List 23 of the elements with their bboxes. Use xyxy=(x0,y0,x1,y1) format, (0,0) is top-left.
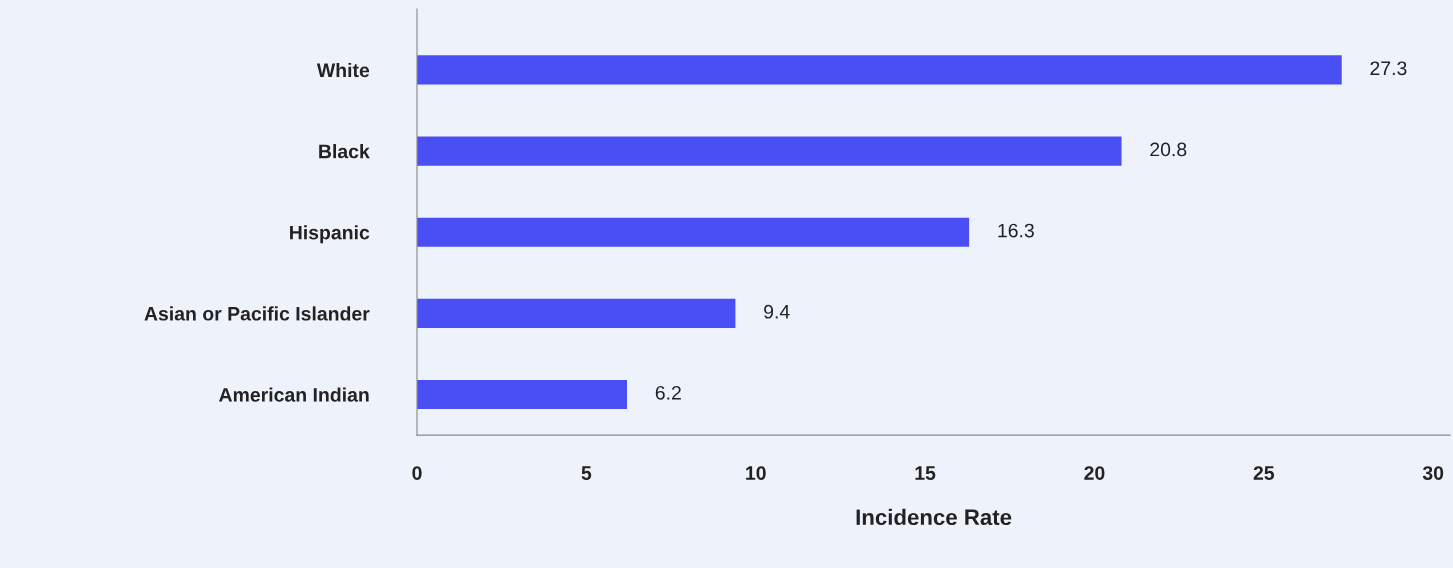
data-label: 9.4 xyxy=(764,304,790,319)
x-axis-title: Incidence Rate xyxy=(856,508,1012,526)
data-label: 16.3 xyxy=(998,223,1034,238)
bar xyxy=(417,217,970,247)
y-tick-label: Asian or Pacific Islander xyxy=(144,306,370,321)
data-label: 6.2 xyxy=(655,385,681,400)
x-tick-label: 0 xyxy=(412,466,422,480)
x-tick-label: 30 xyxy=(1422,466,1444,480)
x-tick-label: 20 xyxy=(1084,466,1105,480)
bar xyxy=(417,136,1122,166)
bar xyxy=(417,298,736,328)
x-tick-label: 10 xyxy=(746,466,766,480)
bar xyxy=(417,55,1342,85)
y-tick-label: Black xyxy=(319,144,370,159)
y-tick-label: Hispanic xyxy=(290,225,370,244)
y-tick-label: American Indian xyxy=(219,387,369,402)
bar xyxy=(417,379,628,410)
data-label: 27.3 xyxy=(1370,61,1407,76)
x-tick-label: 25 xyxy=(1253,466,1275,480)
y-tick-label: White xyxy=(316,62,370,78)
x-tick-label: 15 xyxy=(915,466,936,480)
x-tick-label: 5 xyxy=(581,466,592,480)
data-label: 20.8 xyxy=(1150,142,1187,157)
